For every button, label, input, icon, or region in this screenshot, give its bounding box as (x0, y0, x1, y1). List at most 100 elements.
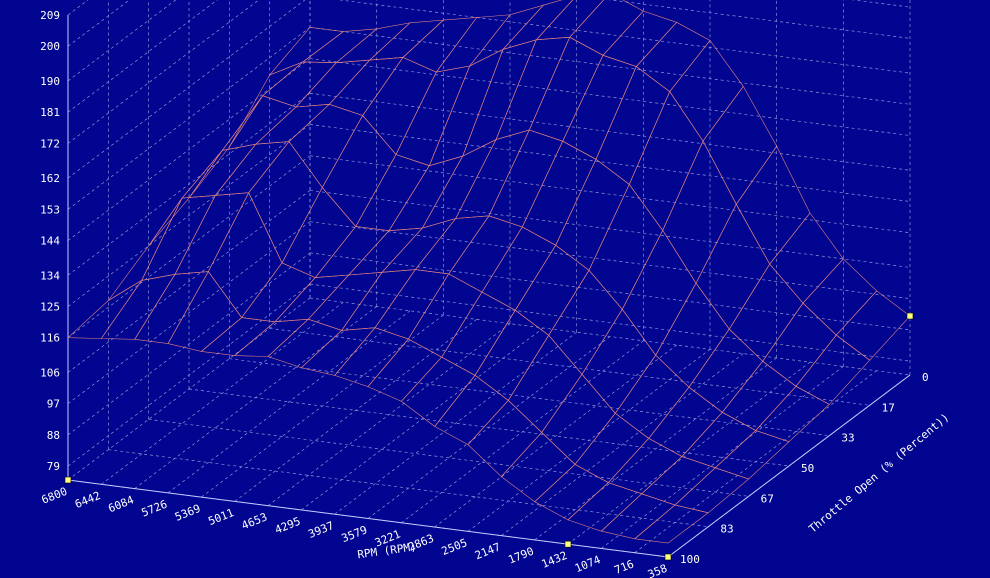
grid-line (434, 344, 677, 528)
grid-line (229, 358, 830, 437)
surface-cell (300, 327, 376, 376)
grid-line (309, 58, 911, 136)
surface-cell (635, 21, 711, 93)
selection-handle (64, 476, 72, 484)
z-tick-label: 88 (47, 429, 60, 442)
grid-line (67, 190, 311, 373)
surface-cell (355, 154, 430, 232)
surface-cell (233, 318, 310, 357)
surface-cell (802, 258, 878, 336)
axis-titles: RPM (RPM) Throttle Open (% (Percent)) (357, 411, 952, 562)
x-tick-label: 4653 (240, 510, 269, 532)
surface-cell (562, 54, 637, 160)
y-tick-label: 50 (801, 462, 814, 475)
axis-line (667, 374, 911, 558)
surface-cell (269, 26, 345, 76)
surface-cell (688, 328, 764, 413)
grid-line (309, 26, 911, 105)
surface-cell (314, 226, 390, 278)
surface-cell (395, 65, 471, 167)
surface-cell (262, 61, 337, 108)
grid-line (309, 92, 911, 171)
surface-cell (481, 226, 557, 311)
z-tick-label: 125 (40, 300, 60, 313)
surface-cell (528, 36, 604, 142)
grid-line (334, 331, 577, 515)
surface-cell (595, 66, 671, 185)
z-tick-label: 134 (40, 269, 60, 282)
surface-cell (655, 282, 730, 388)
surface-cell (207, 192, 283, 319)
x-tick-label: 1074 (573, 553, 603, 575)
x-tick-label: 716 (612, 557, 635, 576)
surface-cell (514, 244, 590, 336)
surface-cell (669, 40, 744, 142)
surface-cell (474, 309, 550, 401)
surface-cell (588, 183, 664, 310)
x-tick-label: 5726 (140, 498, 169, 520)
grid-line (309, 155, 911, 234)
z-tick-label: 116 (40, 332, 60, 345)
surface-cell (414, 215, 490, 275)
surface-cell (321, 114, 397, 228)
surface-cell (521, 140, 597, 246)
grid-line (309, 252, 911, 331)
surface-cell (795, 334, 871, 405)
surface-cell (362, 57, 437, 156)
grid-line (269, 327, 870, 406)
surface-cell (602, 10, 678, 67)
y-tick-label: 83 (720, 523, 733, 536)
grid-line (67, 124, 311, 307)
y-tick-label: 17 (882, 401, 895, 414)
grid-line (851, 0, 911, 8)
z-tick-label: 79 (47, 460, 60, 473)
surface-cell (288, 103, 364, 189)
grid-line (267, 323, 511, 506)
surface-cell (728, 263, 804, 362)
x-tick-label: 6442 (73, 489, 102, 511)
grid-line (309, 297, 911, 376)
z-tick-label: 190 (40, 75, 60, 88)
surface-cell (467, 399, 543, 478)
surface-cell (347, 227, 424, 276)
axis-line (67, 479, 669, 558)
grid-line (108, 449, 709, 528)
x-tick-label: 358 (646, 562, 669, 578)
z-tick-label: 172 (40, 137, 60, 150)
surface-cell (469, 4, 545, 67)
surface-cell (702, 85, 778, 205)
x-tick-label: 3579 (340, 523, 369, 545)
y-tick-label: 0 (922, 371, 929, 384)
surface-cell (674, 467, 750, 514)
z-tick-label: 181 (40, 106, 60, 119)
grid-line (309, 124, 911, 202)
surface-cell (548, 269, 623, 375)
x-tick-label: 6084 (106, 493, 136, 515)
grid-line (309, 283, 911, 362)
surface-cell (628, 90, 704, 231)
z-tick-label: 153 (40, 203, 60, 216)
surface-cell (600, 493, 676, 540)
grid-line (309, 190, 911, 268)
x-tick-label: 5369 (173, 502, 202, 524)
surface-cell (488, 129, 564, 228)
x-tick-label: 1432 (540, 549, 569, 571)
grid-line (167, 310, 411, 494)
surface-cell (267, 318, 343, 369)
surface-cell (541, 373, 616, 465)
surface-cell (614, 354, 690, 439)
y-tick-label: 33 (841, 432, 854, 445)
surface-cell (181, 143, 257, 199)
surface-cell (381, 217, 457, 273)
surface-cell (581, 308, 657, 414)
surface-cell (174, 192, 250, 275)
surface-cell (569, 0, 644, 56)
surface-cell (341, 269, 416, 331)
surface-cell (448, 215, 523, 293)
grid-line (608, 0, 911, 39)
selection-handles[interactable] (64, 312, 914, 561)
surface-cell (367, 338, 443, 402)
grid-line (67, 0, 177, 82)
x-tick-label: 3937 (306, 519, 335, 541)
